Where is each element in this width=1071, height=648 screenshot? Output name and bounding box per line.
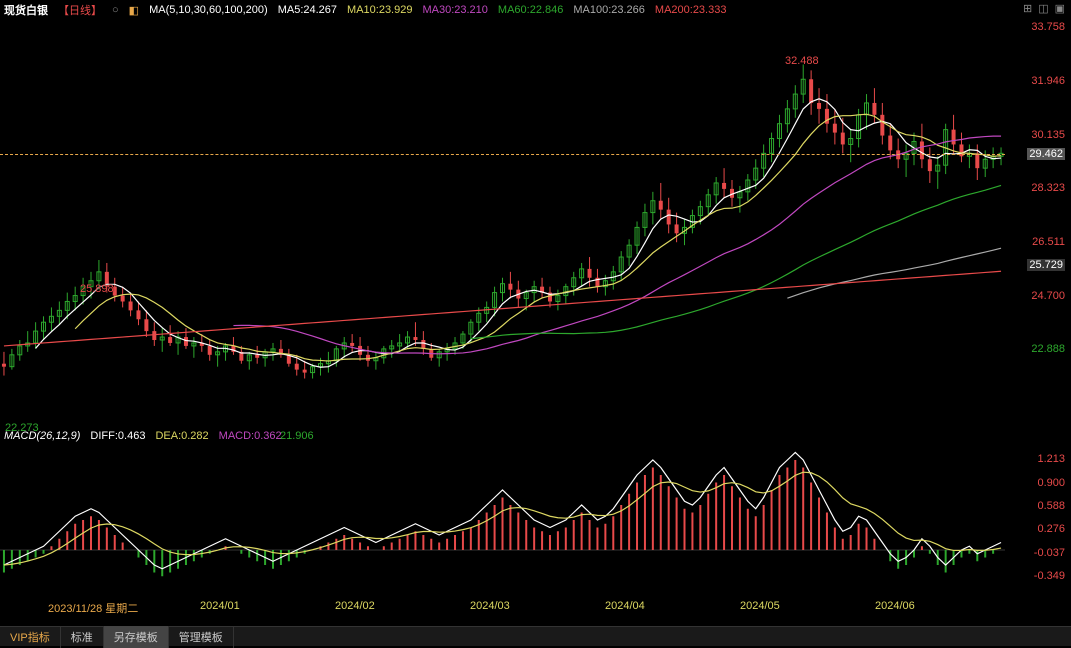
price-annotation: 21.906 [280,430,314,442]
macd-tick: 0.588 [1037,500,1065,512]
ma5-value: MA5:24.267 [278,4,337,16]
x-tick: 2024/04 [605,600,645,612]
footer-tab[interactable]: 另存模板 [104,626,169,648]
x-tick: 2024/05 [740,600,780,612]
ma-indicator-icon[interactable]: ◧ [129,4,139,17]
macd-tick: 0.276 [1037,523,1065,535]
price-tick: 30.135 [1031,129,1065,141]
price-annotation: 32.488 [785,55,819,67]
x-tick: 2024/02 [335,600,375,612]
macd-tick: 0.900 [1037,477,1065,489]
price-chart-area[interactable]: 25.89832.48822.27321.906 [0,20,1005,420]
x-tick: 2024/06 [875,600,915,612]
macd-tick: -0.349 [1034,570,1065,582]
x-axis: 2023/11/28 星期二 2024/01 2024/02 2024/03 2024… [0,600,1005,616]
price-tick: 25.729 [1027,259,1065,271]
x-tick: 2024/03 [470,600,510,612]
macd-dea-value: DEA:0.282 [155,430,208,442]
macd-diff-value: DIFF:0.463 [90,430,145,442]
macd-tick: 1.213 [1037,453,1065,465]
expand-icon[interactable]: ▣ [1055,2,1065,15]
chart-toolbar: ⊞ ◫ ▣ [1023,2,1065,15]
current-price-line [0,154,1005,155]
chart-header: 现货白银 【日线】 ○ ◧ MA(5,10,30,60,100,200) MA5… [0,2,1071,18]
macd-chart-area[interactable] [0,445,1005,595]
selected-date-label: 2023/11/28 星期二 [48,600,138,616]
macd-tick: -0.037 [1034,547,1065,559]
ma60-value: MA60:22.846 [498,4,563,16]
price-tick: 33.758 [1031,21,1065,33]
macd-params-label: MACD(26,12,9) [4,430,80,442]
ma200-value: MA200:23.333 [655,4,727,16]
price-y-axis: 33.758 31.946 30.135 29.462 28.323 26.511 25.7… [1005,20,1071,420]
ma100-value: MA100:23.266 [573,4,645,16]
timeframe-label: 【日线】 [58,2,102,18]
macd-header: MACD(26,12,9) DIFF:0.463 DEA:0.282 MACD:… [4,430,282,442]
settings-icon[interactable]: ◫ [1038,2,1048,15]
footer-tab[interactable]: 标准 [61,626,104,648]
ma-params-label: MA(5,10,30,60,100,200) [149,4,268,16]
macd-hist-value: MACD:0.362 [219,430,282,442]
price-tick: 26.511 [1032,236,1065,248]
price-tick: 28.323 [1031,182,1065,194]
price-tick: 31.946 [1031,75,1065,87]
price-tick: 29.462 [1027,148,1065,160]
ma10-value: MA10:23.929 [347,4,412,16]
x-tick: 2024/01 [200,600,240,612]
price-tick: 24.700 [1031,290,1065,302]
price-tick: 22.888 [1031,343,1065,355]
footer-tab[interactable]: VIP指标 [0,626,61,648]
macd-y-axis: 1.213 0.900 0.588 0.276 -0.037 -0.349 [1005,445,1071,595]
footer-tab[interactable]: 管理模板 [169,626,234,648]
footer-tabs: VIP指标标准另存模板管理模板 [0,626,1071,646]
macd-chart-svg [0,445,1005,595]
crosshair-icon[interactable]: ⊞ [1023,2,1032,15]
price-annotation: 25.898 [80,283,114,295]
instrument-title: 现货白银 [4,2,48,18]
price-chart-svg [0,20,1005,420]
indicator-icon[interactable]: ○ [112,4,119,16]
ma30-value: MA30:23.210 [422,4,487,16]
